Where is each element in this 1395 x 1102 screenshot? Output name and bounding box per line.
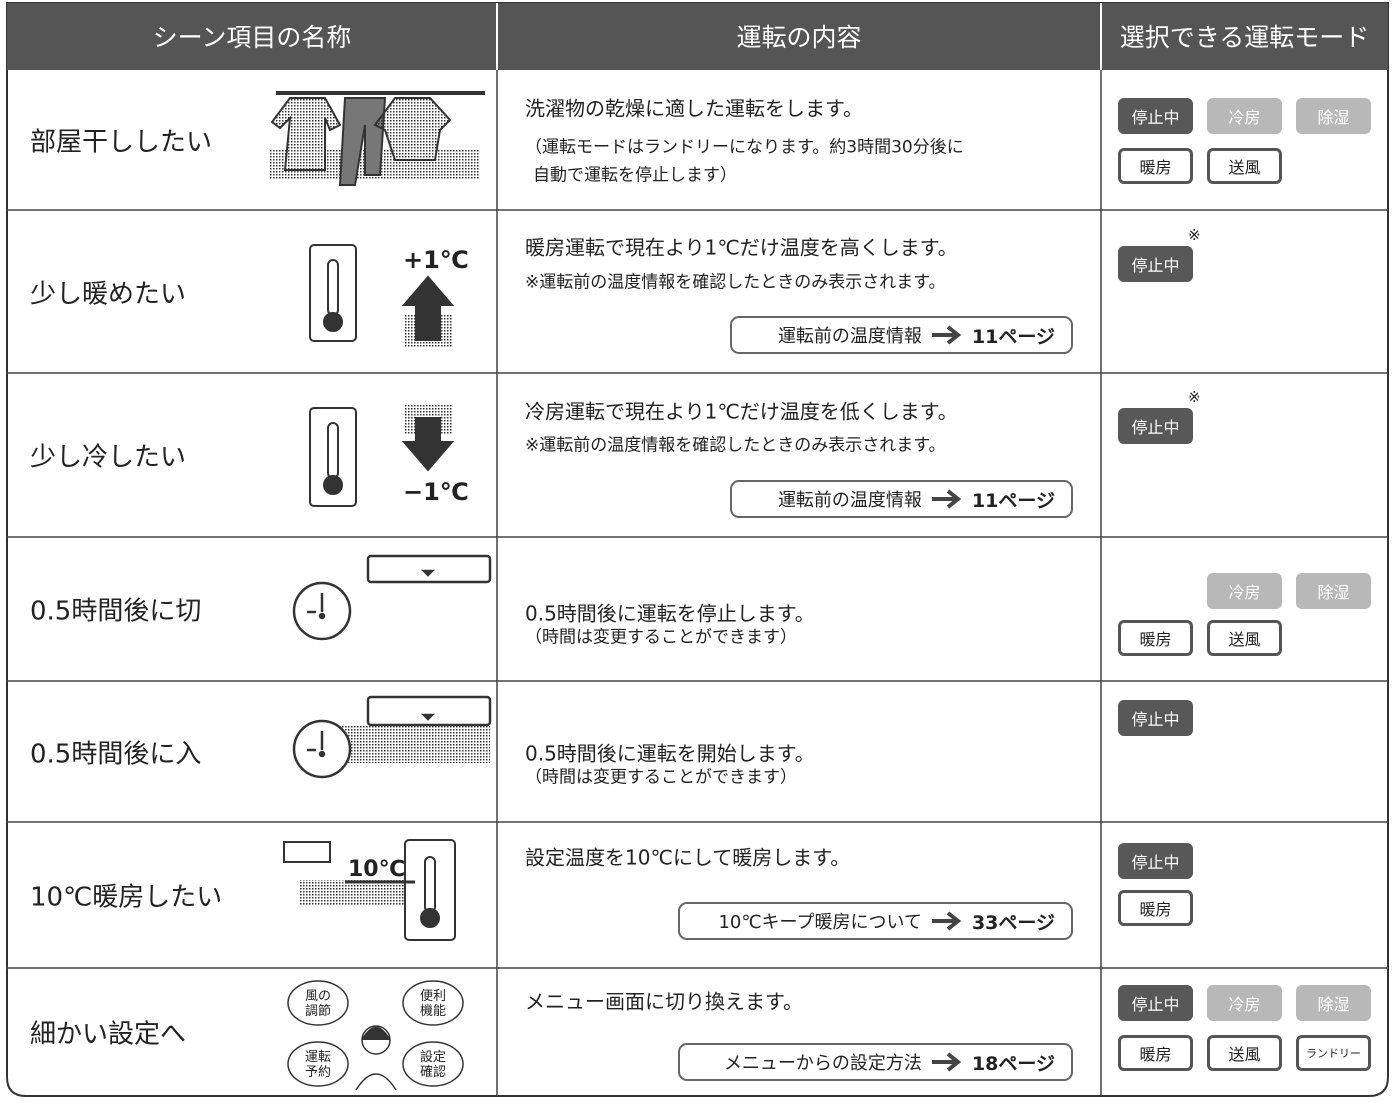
reference-link: メニューからの設定方法 18ページ [678,1043,1073,1081]
mode-button: 停止中 [1118,246,1193,282]
header-cell: 選択できる運転モード [1119,23,1370,52]
mode-button: 送風 [1207,620,1282,656]
scene-name: 少し冷したい [30,442,187,473]
reference-link: 運転前の温度情報 11ページ [730,480,1073,518]
mode-button: 冷房 [1207,98,1282,134]
link-text: 運転前の温度情報 [777,490,922,511]
scene-name: 10℃暖房したい [30,882,223,913]
link-page: 11ページ [971,489,1055,512]
mode-button: 停止中 [1118,843,1193,879]
scene-name: 部屋干ししたい [30,127,213,158]
scene-name: 細かい設定へ [30,1019,187,1050]
footnote-mark: ※ [1188,388,1201,406]
link-page: 18ページ [971,1052,1055,1075]
description: 0.5時間後に運転を停止します。 [525,601,815,626]
mode-button: 暖房 [1118,1035,1193,1071]
icon-text: 運転 [305,1050,331,1065]
icon-text: 設定 [420,1049,446,1065]
icon-text: 風の [305,989,331,1004]
icon-text: 確認 [420,1064,446,1080]
note: （時間は変更することができます） [525,627,797,648]
icon-text: −1℃ [403,478,469,506]
link-page: 33ページ [971,911,1055,934]
mode-button: 停止中 [1118,985,1193,1021]
mode-button: ランドリー [1296,1035,1371,1071]
mode-button: 停止中 [1118,700,1193,736]
header-cell: シーン項目の名称 [152,23,352,52]
arrow [931,911,962,931]
mode-button: 除湿 [1296,985,1371,1021]
arrow [931,325,962,345]
description: 設定温度を10℃にして暖房します。 [525,845,851,870]
scene-name: 少し暖めたい [30,279,187,309]
note: ※運転前の温度情報を確認したときのみ表示されます。 [525,435,946,456]
mode-button: 除湿 [1296,98,1371,134]
mode-button: 除湿 [1296,573,1371,609]
arrow [931,1052,962,1072]
description: 洗濯物の乾燥に適した運転をします。 [525,96,863,121]
icon-text: +1℃ [403,246,469,274]
header-cell: 運転の内容 [736,23,862,52]
icon-text: 機能 [420,1004,446,1019]
icon-text: 予約 [305,1065,331,1080]
icon-text: 便利 [420,989,446,1004]
mode-button: 冷房 [1207,985,1282,1021]
link-page: 11ページ [971,325,1055,348]
link-text: 運転前の温度情報 [777,326,922,347]
mode-button: 送風 [1207,148,1282,184]
icon-text: 調節 [305,1004,331,1019]
icon-text: 10℃ [348,857,405,882]
mode-button: 停止中 [1118,408,1193,444]
note: （運転モードはランドリーになります。約3時間30分後に [525,137,964,158]
description: メニュー画面に切り換えます。 [525,989,803,1014]
mode-button: 暖房 [1118,148,1193,184]
footnote-mark: ※ [1188,226,1201,244]
mode-button: 暖房 [1118,620,1193,656]
note: 自動で運転を停止します） [533,165,737,186]
note: （時間は変更することができます） [525,767,797,788]
description: 冷房運転で現在より1℃だけ温度を低くします。 [525,399,958,424]
note: ※運転前の温度情報を確認したときのみ表示されます。 [525,272,946,293]
scene-name: 0.5時間後に入 [30,739,202,769]
link-text: メニューからの設定方法 [723,1053,922,1074]
reference-link: 運転前の温度情報 11ページ [730,316,1073,354]
arrow [931,489,962,509]
description: 0.5時間後に運転を開始します。 [525,741,815,766]
reference-link: 10℃キープ暖房について 33ページ [678,902,1073,940]
mode-button: 停止中 [1118,98,1193,134]
scene-name: 0.5時間後に切 [30,596,202,627]
mode-button: 暖房 [1118,890,1193,926]
mode-button: 冷房 [1207,573,1282,609]
mode-button: 送風 [1207,1035,1282,1071]
link-text: 10℃キープ暖房について [718,912,922,933]
description: 暖房運転で現在より1℃だけ温度を高くします。 [525,235,958,260]
